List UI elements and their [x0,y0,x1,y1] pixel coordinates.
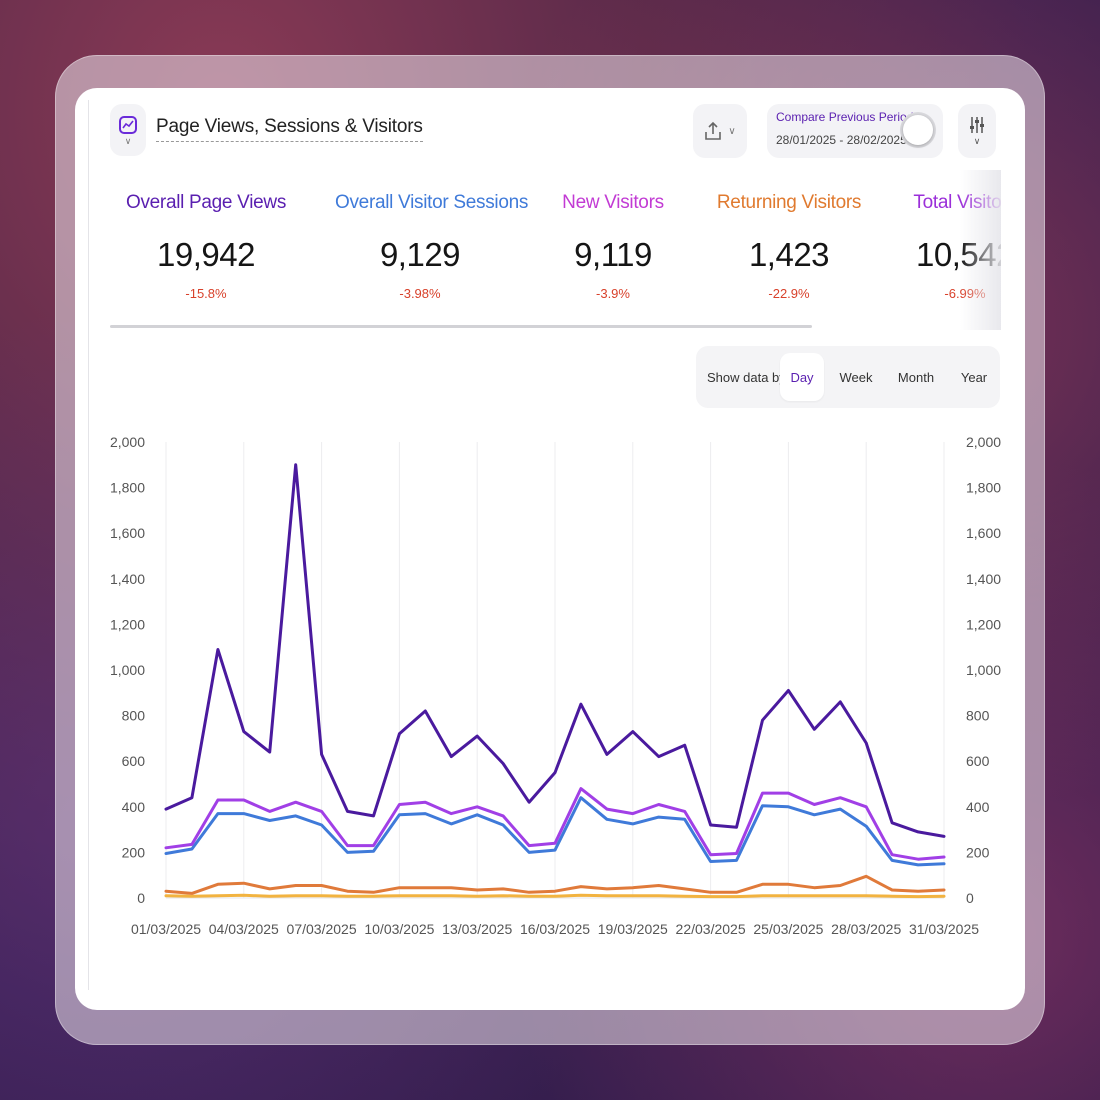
metric-change: -3.9% [596,286,630,301]
period-day-button[interactable]: Day [780,353,824,401]
period-month-button[interactable]: Month [897,369,935,385]
compare-dates: 28/01/2025 - 28/02/2025 [776,133,907,147]
show-data-by: Show data by: Day Week Month Year [696,346,1000,408]
metric-value: 19,942 [157,236,255,273]
metric-value: 9,129 [379,236,461,273]
toggle-knob [903,115,933,145]
line-chart-icon [119,116,137,134]
metric-value: 9,119 [574,236,652,273]
card-divider [88,100,89,990]
metric-returning-visitors[interactable]: Returning Visitors 1,423 -22.9% [704,192,874,301]
metrics-scroll-fade [960,170,1001,330]
metric-new-visitors[interactable]: New Visitors 9,119 -3.9% [528,192,698,301]
sliders-icon [970,117,984,133]
metric-change: -3.98% [399,286,441,301]
metric-label: New Visitors [562,192,664,213]
compare-label: Compare Previous Period [776,110,914,124]
metric-overall-page-views[interactable]: Overall Page Views 19,942 -15.8% [121,192,291,301]
metric-change: -15.8% [185,286,227,301]
period-year-button[interactable]: Year [960,369,988,385]
chevron-down-icon: ∨ [728,125,736,137]
metric-label: Overall Page Views [125,192,287,213]
compare-toggle[interactable] [900,112,936,148]
metrics-scrollbar[interactable] [110,325,812,328]
metric-label: Overall Visitor Sessions [335,192,529,213]
show-data-by-label: Show data by: [707,370,790,385]
period-week-button[interactable]: Week [839,369,873,385]
upload-icon [705,121,722,140]
settings-button[interactable]: ∨ [958,104,996,158]
chart-title[interactable]: Page Views, Sessions & Visitors [156,116,423,142]
export-button[interactable]: ∨ [693,104,747,158]
chart-type-selector[interactable]: ∨ [110,104,146,156]
compare-previous-period: Compare Previous Period 28/01/2025 - 28/… [767,104,943,158]
metric-overall-visitor-sessions[interactable]: Overall Visitor Sessions 9,129 -3.98% [335,192,529,301]
chevron-down-icon: ∨ [973,136,981,146]
metric-value: 1,423 [748,236,830,273]
metric-change: -22.9% [768,286,810,301]
metric-label: Returning Visitors [716,192,862,213]
chevron-down-icon: ∨ [124,136,132,146]
